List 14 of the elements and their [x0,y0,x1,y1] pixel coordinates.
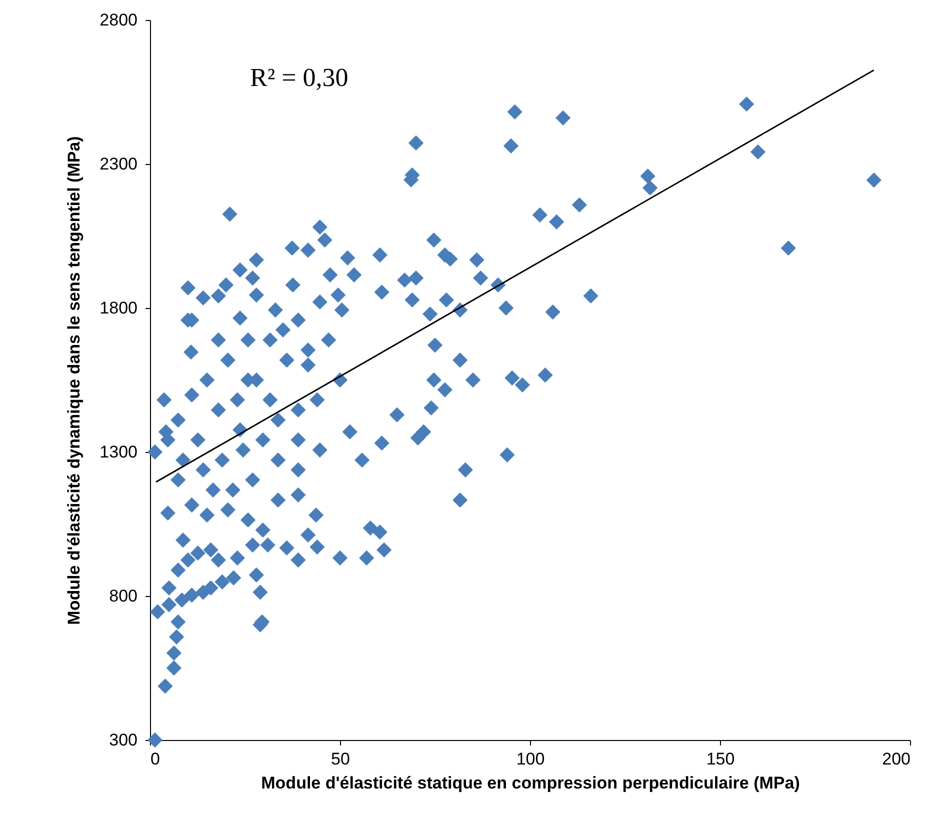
x-tick-label: 150 [706,750,735,768]
x-tick-label: 100 [516,750,545,768]
y-tick-label: 300 [109,730,138,750]
y-axis-title: Module d'élasticité dynamique dans le sens tengentiel (MPa) [64,136,84,625]
annotation: R² = 0,30 [250,63,348,92]
x-tick-label: 200 [882,750,910,768]
y-tick-label: 800 [109,586,138,606]
y-tick-label: 2800 [100,10,138,30]
x-axis-title: Module d'élasticité statique en compression perpendiculaire (MPa) [261,774,800,792]
y-tick-label: 2300 [100,154,138,174]
y-tick-label: 1800 [100,298,138,318]
x-tick-label: 0 [150,750,160,768]
y-tick-label: 1300 [100,442,138,462]
x-tick-label: 50 [331,750,350,768]
